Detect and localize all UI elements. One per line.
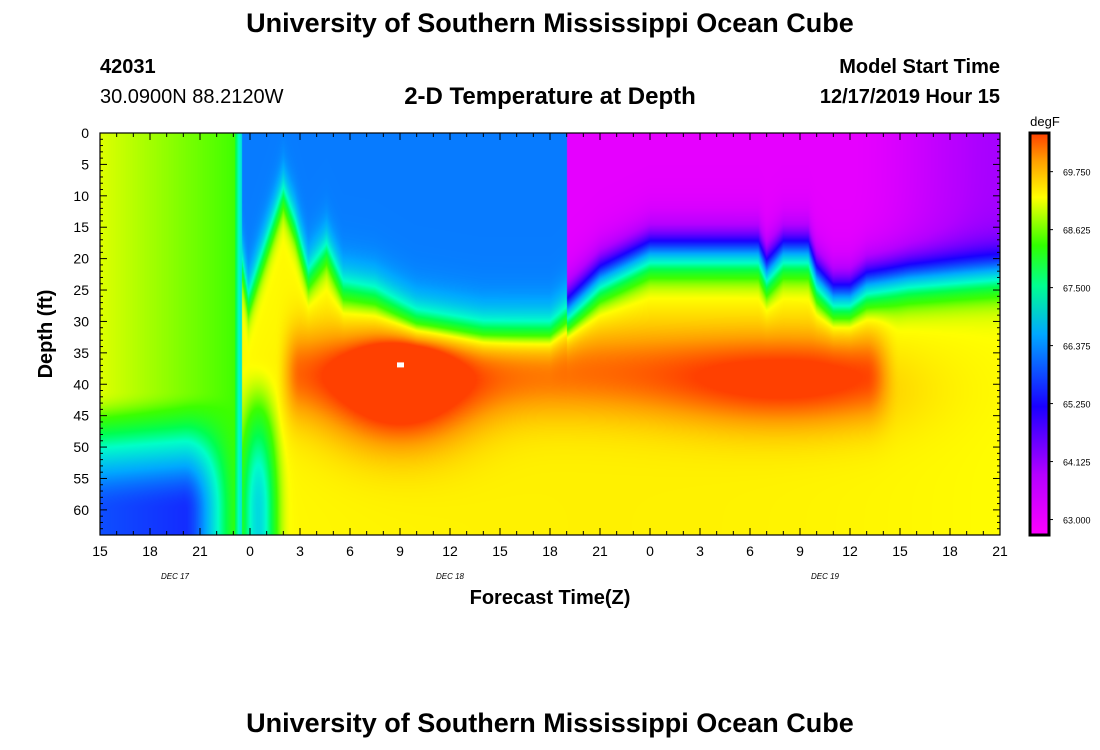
colorbar-tick-label: 64.125 bbox=[1063, 458, 1091, 468]
chart-title: 2-D Temperature at Depth bbox=[404, 83, 696, 110]
x-tick-label: 6 bbox=[346, 543, 354, 559]
y-tick-label: 45 bbox=[73, 408, 89, 424]
x-tick-label: 18 bbox=[942, 543, 958, 559]
station-location: 30.0900N 88.2120W bbox=[100, 86, 284, 108]
x-tick-label: 12 bbox=[442, 543, 458, 559]
y-tick-label: 50 bbox=[73, 439, 89, 455]
colorbar-unit: degF bbox=[1030, 114, 1060, 129]
footer-title: University of Southern Mississippi Ocean… bbox=[246, 708, 854, 738]
y-tick-label: 55 bbox=[73, 470, 89, 486]
colorbar bbox=[1028, 131, 1051, 537]
x-tick-label: 15 bbox=[892, 543, 908, 559]
y-tick-label: 60 bbox=[73, 502, 89, 518]
axes: 15 18 21 0 3 6 9 12 15 18 21 0 3 6 9 12 15 18 21 DEC 17 DEC … bbox=[73, 125, 1008, 581]
y-tick-label: 35 bbox=[73, 345, 89, 361]
y-tick-label: 5 bbox=[81, 156, 89, 172]
page-title: University of Southern Mississippi Ocean… bbox=[246, 8, 854, 38]
date-label: DEC 17 bbox=[161, 572, 190, 581]
y-tick-label: 30 bbox=[73, 313, 89, 329]
x-tick-label: 9 bbox=[796, 543, 804, 559]
x-tick-label: 21 bbox=[992, 543, 1008, 559]
date-label: DEC 18 bbox=[436, 572, 465, 581]
x-tick-label: 3 bbox=[696, 543, 704, 559]
temperature-field bbox=[100, 133, 1000, 535]
max-temperature-marker bbox=[397, 362, 404, 368]
x-tick-label: 18 bbox=[142, 543, 158, 559]
x-tick-label: 15 bbox=[492, 543, 508, 559]
model-start-value: 12/17/2019 Hour 15 bbox=[819, 86, 1000, 108]
x-tick-label: 18 bbox=[542, 543, 558, 559]
y-tick-label: 10 bbox=[73, 188, 89, 204]
x-axis-label: Forecast Time(Z) bbox=[470, 587, 631, 609]
x-tick-label: 0 bbox=[646, 543, 654, 559]
x-tick-label: 12 bbox=[842, 543, 858, 559]
colorbar-ticks: 69.750 68.625 67.500 66.375 65.250 64.125 63.0… bbox=[1049, 168, 1091, 526]
y-axis-label: Depth (ft) bbox=[35, 290, 57, 379]
x-tick-label: 21 bbox=[592, 543, 608, 559]
x-tick-label: 0 bbox=[246, 543, 254, 559]
x-tick-label: 15 bbox=[92, 543, 108, 559]
x-tick-label: 21 bbox=[192, 543, 208, 559]
heatmap-plot bbox=[100, 133, 1000, 535]
y-tick-label: 0 bbox=[81, 125, 89, 141]
model-start-label: Model Start Time bbox=[839, 56, 1000, 78]
colorbar-tick-label: 63.000 bbox=[1063, 516, 1091, 526]
station-id: 42031 bbox=[100, 56, 156, 78]
y-tick-label: 40 bbox=[73, 376, 89, 392]
x-tick-label: 6 bbox=[746, 543, 754, 559]
colorbar-tick-label: 68.625 bbox=[1063, 226, 1091, 236]
x-tick-label: 3 bbox=[296, 543, 304, 559]
y-tick-label: 25 bbox=[73, 282, 89, 298]
y-tick-label: 20 bbox=[73, 251, 89, 267]
colorbar-tick-label: 65.250 bbox=[1063, 400, 1091, 410]
y-tick-label: 15 bbox=[73, 219, 89, 235]
date-label: DEC 19 bbox=[811, 572, 840, 581]
colorbar-tick-label: 69.750 bbox=[1063, 168, 1091, 178]
colorbar-tick-label: 66.375 bbox=[1063, 342, 1091, 352]
colorbar-tick-label: 67.500 bbox=[1063, 284, 1091, 294]
x-tick-label: 9 bbox=[396, 543, 404, 559]
